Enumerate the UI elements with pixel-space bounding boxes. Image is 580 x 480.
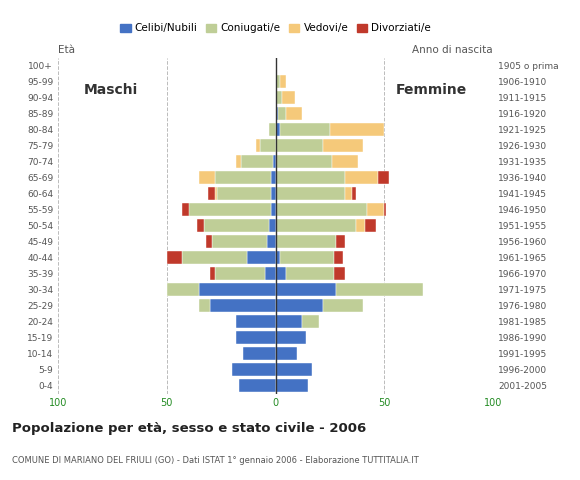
Bar [237, 331, 276, 344]
Bar [269, 123, 276, 136]
Bar [217, 187, 271, 200]
Bar [276, 315, 302, 328]
Bar [332, 155, 358, 168]
Bar [238, 379, 276, 392]
Bar [336, 283, 423, 296]
Bar [273, 155, 276, 168]
Bar [167, 251, 182, 264]
Bar [276, 219, 356, 232]
Bar [215, 187, 217, 200]
Bar [260, 139, 276, 152]
Bar [334, 267, 345, 280]
Bar [208, 187, 215, 200]
Bar [336, 235, 345, 248]
Bar [269, 219, 276, 232]
Bar [237, 155, 241, 168]
Text: Anno di nascita: Anno di nascita [412, 45, 493, 55]
Bar [280, 75, 287, 88]
Bar [287, 267, 334, 280]
Bar [334, 251, 343, 264]
Bar [215, 267, 264, 280]
Legend: Celibi/Nubili, Coniugati/e, Vedovi/e, Divorziati/e: Celibi/Nubili, Coniugati/e, Vedovi/e, Di… [116, 19, 435, 37]
Bar [271, 187, 276, 200]
Bar [276, 91, 282, 104]
Bar [365, 219, 376, 232]
Bar [167, 283, 200, 296]
Bar [212, 235, 267, 248]
Bar [302, 315, 319, 328]
Bar [378, 171, 389, 184]
Bar [210, 267, 215, 280]
Bar [276, 299, 324, 312]
Bar [271, 203, 276, 216]
Bar [276, 203, 367, 216]
Bar [182, 203, 188, 216]
Bar [243, 347, 276, 360]
Bar [345, 187, 351, 200]
Bar [256, 139, 260, 152]
Bar [206, 235, 212, 248]
Bar [182, 251, 247, 264]
Bar [188, 203, 271, 216]
Text: Popolazione per età, sesso e stato civile - 2006: Popolazione per età, sesso e stato civil… [12, 422, 366, 435]
Bar [271, 171, 276, 184]
Bar [247, 251, 276, 264]
Text: Età: Età [58, 45, 75, 55]
Bar [287, 107, 302, 120]
Bar [276, 283, 336, 296]
Bar [237, 315, 276, 328]
Bar [276, 155, 332, 168]
Bar [324, 299, 362, 312]
Bar [276, 267, 287, 280]
Bar [276, 331, 306, 344]
Bar [276, 107, 278, 120]
Bar [197, 219, 204, 232]
Bar [276, 171, 345, 184]
Bar [356, 219, 365, 232]
Bar [276, 123, 280, 136]
Bar [200, 299, 210, 312]
Bar [215, 171, 271, 184]
Text: COMUNE DI MARIANO DEL FRIULI (GO) - Dati ISTAT 1° gennaio 2006 - Elaborazione TU: COMUNE DI MARIANO DEL FRIULI (GO) - Dati… [12, 456, 418, 465]
Bar [330, 123, 384, 136]
Bar [200, 171, 215, 184]
Bar [204, 219, 269, 232]
Bar [276, 139, 324, 152]
Bar [276, 75, 280, 88]
Bar [276, 347, 297, 360]
Bar [324, 139, 362, 152]
Bar [241, 155, 273, 168]
Bar [384, 203, 386, 216]
Bar [276, 187, 345, 200]
Bar [276, 379, 308, 392]
Text: Femmine: Femmine [396, 83, 467, 96]
Bar [280, 123, 330, 136]
Bar [367, 203, 384, 216]
Bar [278, 107, 287, 120]
Bar [282, 91, 295, 104]
Bar [232, 363, 276, 376]
Bar [200, 283, 276, 296]
Bar [267, 235, 276, 248]
Bar [210, 299, 276, 312]
Bar [264, 267, 276, 280]
Bar [280, 251, 334, 264]
Bar [345, 171, 378, 184]
Bar [276, 251, 280, 264]
Text: Maschi: Maschi [84, 83, 139, 96]
Bar [276, 363, 313, 376]
Bar [351, 187, 356, 200]
Bar [276, 235, 336, 248]
